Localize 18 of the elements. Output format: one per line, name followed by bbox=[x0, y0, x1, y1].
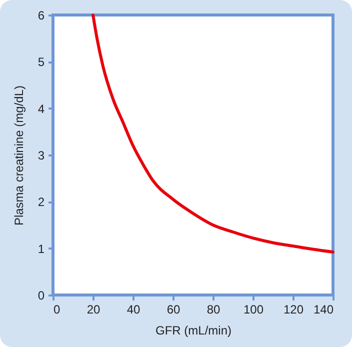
x-tick-label: 60 bbox=[166, 302, 180, 316]
x-tick-label: 100 bbox=[243, 302, 264, 316]
y-tick-label: 4 bbox=[38, 102, 45, 116]
y-tick-label: 3 bbox=[38, 148, 45, 162]
y-tick-label: 6 bbox=[38, 8, 45, 22]
x-tick-label: 0 bbox=[54, 302, 60, 316]
y-tick-label: 5 bbox=[38, 55, 45, 70]
y-tick-label: 1 bbox=[38, 242, 45, 256]
y-tick-label: 2 bbox=[38, 195, 45, 210]
x-tick-label: 120 bbox=[283, 302, 304, 316]
x-tick-label: 80 bbox=[206, 302, 220, 316]
x-tick-label: 40 bbox=[126, 302, 140, 316]
y-tick-label: 0 bbox=[38, 288, 45, 302]
x-axis-title: GFR (mL/min) bbox=[156, 324, 232, 338]
y-axis-title: Plasma creatinine (mg/dL) bbox=[12, 85, 26, 226]
x-tick-label: 140 bbox=[313, 302, 334, 316]
line-series bbox=[92, 14, 334, 254]
x-tick-label: 20 bbox=[86, 302, 100, 316]
